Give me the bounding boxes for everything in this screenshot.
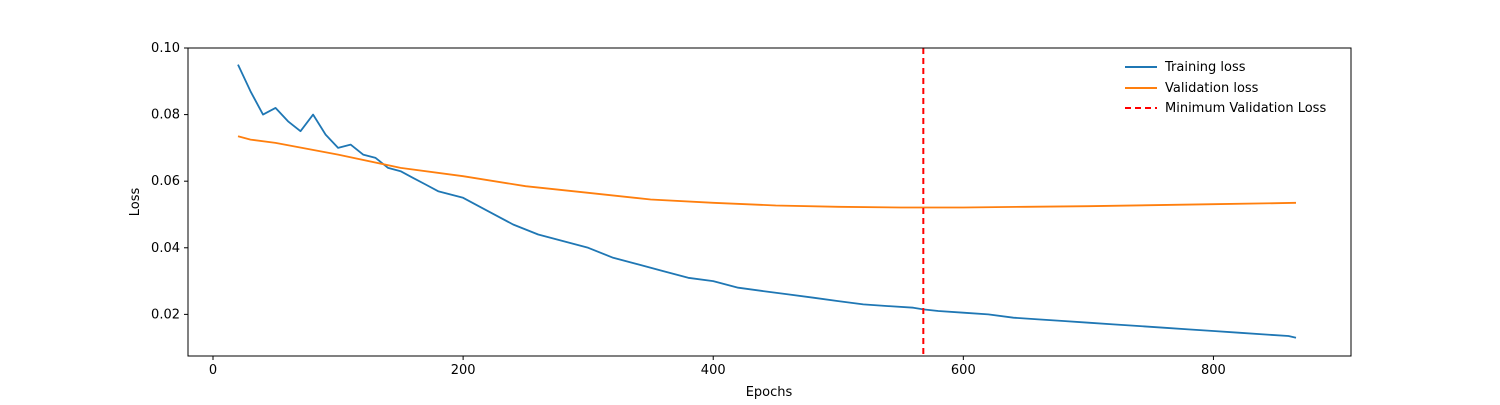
- x-tick-label: 800: [1201, 363, 1226, 378]
- legend-minimum-label: Minimum Validation Loss: [1165, 101, 1326, 116]
- x-tick-label: 600: [951, 363, 976, 378]
- y-axis-label: Loss: [128, 188, 143, 217]
- axes-frame: [187, 47, 1352, 357]
- x-tick-label: 200: [451, 363, 476, 378]
- legend-training-label: Training loss: [1164, 60, 1246, 75]
- validation-loss-line: [237, 135, 1297, 209]
- x-axis-label: Epochs: [746, 385, 793, 400]
- y-tick-label: 0.10: [151, 41, 180, 56]
- x-tick-label: 0: [209, 363, 217, 378]
- y-tick-label: 0.08: [151, 108, 180, 123]
- y-ticks: 0.02 0.04 0.06 0.08 0.10: [151, 41, 188, 322]
- legend: Training loss Validation loss Minimum Va…: [1125, 60, 1326, 116]
- training-loss-line: [237, 64, 1297, 339]
- y-tick-label: 0.04: [151, 241, 180, 256]
- y-tick-label: 0.06: [151, 174, 180, 189]
- legend-validation-label: Validation loss: [1165, 81, 1259, 96]
- series-lines: [237, 48, 1297, 356]
- y-tick-label: 0.02: [151, 307, 180, 322]
- x-ticks: 0 200 400 600 800: [209, 356, 1226, 378]
- x-tick-label: 400: [701, 363, 726, 378]
